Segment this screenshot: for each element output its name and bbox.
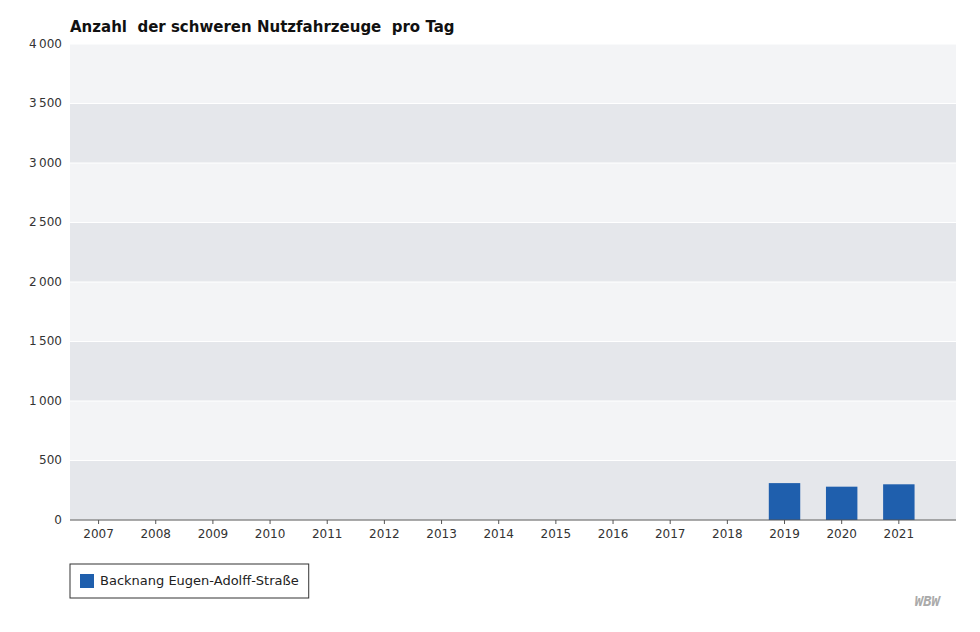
bar bbox=[883, 484, 914, 520]
legend-label: Backnang Eugen-Adolff-Straße bbox=[100, 573, 299, 588]
grid-band bbox=[70, 282, 956, 342]
grid-line bbox=[70, 43, 956, 44]
bar bbox=[769, 483, 800, 520]
x-tick-label: 2015 bbox=[541, 527, 572, 541]
x-tick bbox=[98, 520, 99, 524]
grid-band bbox=[70, 44, 956, 104]
x-tick-label: 2018 bbox=[712, 527, 743, 541]
y-tick-label: 500 bbox=[39, 453, 62, 467]
bars bbox=[769, 483, 915, 520]
grid-line bbox=[70, 341, 956, 342]
x-tick-label: 2019 bbox=[769, 527, 800, 541]
grid-line bbox=[70, 162, 956, 163]
plot-background bbox=[70, 44, 956, 520]
x-tick-label: 2016 bbox=[598, 527, 629, 541]
x-tick-label: 2021 bbox=[884, 527, 915, 541]
grid-band bbox=[70, 461, 956, 521]
x-tick bbox=[555, 520, 556, 524]
x-tick-label: 2011 bbox=[312, 527, 343, 541]
y-tick-label: 1 500 bbox=[29, 334, 62, 348]
grid-line bbox=[70, 281, 956, 282]
grid-band bbox=[70, 401, 956, 461]
x-tick-label: 2020 bbox=[826, 527, 857, 541]
y-tick-label: 2 500 bbox=[29, 215, 62, 229]
x-tick-label: 2013 bbox=[426, 527, 457, 541]
x-tick bbox=[784, 520, 785, 524]
x-tick bbox=[212, 520, 213, 524]
bar bbox=[826, 487, 857, 520]
x-tick-label: 2014 bbox=[483, 527, 514, 541]
x-tick bbox=[613, 520, 614, 524]
x-tick bbox=[498, 520, 499, 524]
x-tick bbox=[727, 520, 728, 524]
grid-line bbox=[70, 460, 956, 461]
x-tick-label: 2007 bbox=[83, 527, 114, 541]
x-tick-label: 2012 bbox=[369, 527, 400, 541]
y-tick-label: 4 000 bbox=[29, 37, 62, 51]
x-tick-label: 2010 bbox=[255, 527, 286, 541]
chart: 0 500 1 000 1 500 2 000 2 500 3 000 3 500 4 000 2… bbox=[0, 0, 980, 632]
grid-band bbox=[70, 342, 956, 402]
x-tick bbox=[841, 520, 842, 524]
grid-band bbox=[70, 104, 956, 164]
watermark: WBW bbox=[915, 593, 942, 609]
grid-band bbox=[70, 223, 956, 283]
x-tick bbox=[670, 520, 671, 524]
y-tick-label: 1 000 bbox=[29, 394, 62, 408]
x-tick-label: 2017 bbox=[655, 527, 686, 541]
title: Anzahl der schweren Nutzfahrzeuge pro Ta… bbox=[70, 18, 455, 36]
x-tick-label: 2009 bbox=[198, 527, 229, 541]
x-axis-line bbox=[70, 520, 956, 521]
grid-line bbox=[70, 222, 956, 223]
x-tick bbox=[384, 520, 385, 524]
y-tick-label: 0 bbox=[54, 513, 62, 527]
x-tick bbox=[441, 520, 442, 524]
grid-line bbox=[70, 103, 956, 104]
legend-frame bbox=[70, 564, 309, 598]
legend: Backnang Eugen-Adolff-Straße bbox=[70, 564, 309, 598]
x-tick bbox=[270, 520, 271, 524]
x-tick bbox=[155, 520, 156, 524]
legend-swatch bbox=[80, 574, 94, 588]
x-tick bbox=[898, 520, 899, 524]
x-tick bbox=[327, 520, 328, 524]
y-tick-label: 2 000 bbox=[29, 275, 62, 289]
grid-line bbox=[70, 519, 956, 520]
x-tick-label: 2008 bbox=[140, 527, 171, 541]
y-tick-label: 3 500 bbox=[29, 96, 62, 110]
grid-band bbox=[70, 163, 956, 223]
grid-line bbox=[70, 400, 956, 401]
y-tick-label: 3 000 bbox=[29, 156, 62, 170]
